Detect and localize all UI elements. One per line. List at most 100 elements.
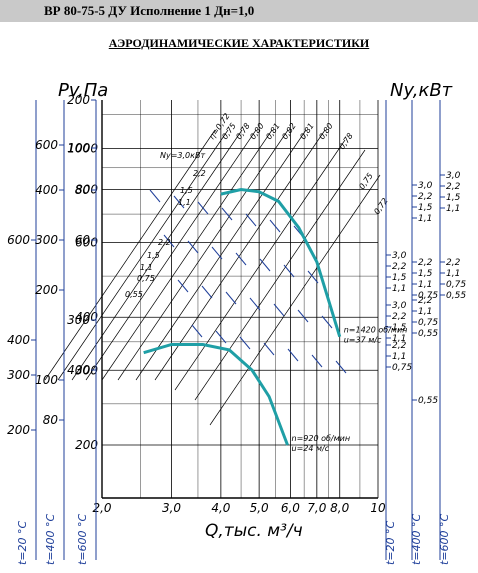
power-label: 1,1 <box>178 198 191 207</box>
right-scale-label: 1,5 <box>446 193 461 203</box>
left-scale-label: 600 <box>7 233 30 247</box>
efficiency-line <box>135 129 307 381</box>
power-tick <box>173 195 185 209</box>
right-scale-title: t=400 °C <box>410 513 423 565</box>
right-scale-label: 0,55 <box>446 291 466 301</box>
power-tick <box>211 246 223 260</box>
power-tick <box>311 354 323 368</box>
left-scale-label: 400 <box>35 183 58 197</box>
efficiency-line <box>71 129 243 381</box>
power-label: 1,5 <box>180 186 193 195</box>
right-scale-label: 1,5 <box>418 269 433 279</box>
curve-velocity-label: u=24 м/с <box>292 444 330 453</box>
right-scale-label: 0,75 <box>392 363 412 373</box>
right-scale-label: 1,5 <box>418 203 433 213</box>
left-scale-label: 100 <box>35 373 58 387</box>
efficiency-line <box>117 129 289 381</box>
left-scale-label: 400 <box>67 363 90 377</box>
power-tick <box>287 348 299 362</box>
right-scale-label: 2,2 <box>392 312 407 322</box>
power-label: 0,75 <box>137 274 155 283</box>
left-scale-label: 200 <box>35 283 58 297</box>
left-scale-label: 300 <box>7 368 30 382</box>
efficiency-line <box>174 139 346 391</box>
right-scale-label: 0,75 <box>418 291 438 301</box>
y-tick-label: 200 <box>75 438 98 452</box>
right-scale-title: t=20 °C <box>384 520 397 565</box>
right-scale-label: 2,2 <box>446 182 461 192</box>
curve-velocity-label: u=37 м/с <box>344 336 382 345</box>
y-tick-label: 400 <box>75 310 98 324</box>
right-scale-label: 3,0 <box>392 251 407 261</box>
left-scale-label: 80 <box>75 183 91 197</box>
right-scale-title: t=600 °C <box>438 513 451 565</box>
left-scale-label: 60 <box>75 233 91 247</box>
power-tick <box>273 303 285 317</box>
left-scale-label: 400 <box>7 333 30 347</box>
right-scale-label: 0,55 <box>418 396 438 406</box>
power-tick <box>335 360 347 374</box>
efficiency-line <box>85 129 257 381</box>
efficiency-label: 0,72 <box>372 196 390 216</box>
right-scale-label: 1,1 <box>418 307 432 317</box>
efficiency-line <box>194 149 366 401</box>
right-scale-label: 1,1 <box>418 280 432 290</box>
efficiency-label: 0,78 <box>234 121 252 141</box>
x-tick-label: 8,0 <box>330 501 349 515</box>
power-tick <box>239 336 251 350</box>
y2-axis-title: Ny,кВт <box>390 80 453 101</box>
left-scale-label: 300 <box>35 233 58 247</box>
left-scale-label: 600 <box>35 138 58 152</box>
power-tick <box>307 270 319 284</box>
power-tick <box>269 219 281 233</box>
efficiency-label: 0,81 <box>298 121 316 141</box>
x-axis-title: Q,тыс. м³/ч <box>205 521 303 541</box>
power-tick <box>163 234 175 248</box>
right-scale-label: 2,2 <box>418 296 433 306</box>
y-axis-title: Pv,Па <box>58 80 108 101</box>
power-tick <box>259 258 271 272</box>
efficiency-line <box>209 174 381 426</box>
power-tick <box>177 279 189 293</box>
power-tick <box>249 297 261 311</box>
efficiency-line <box>44 129 216 381</box>
power-label: 1,5 <box>147 251 160 260</box>
power-tick <box>201 285 213 299</box>
left-scale-label: 80 <box>43 413 59 427</box>
performance-curve <box>220 187 342 338</box>
right-scale-label: 2,2 <box>418 192 433 202</box>
efficiency-label: 0,80 <box>317 121 335 141</box>
power-tick <box>321 315 333 329</box>
left-scale-title: t=600 °C <box>76 513 89 565</box>
right-scale-label: 1,1 <box>446 204 460 214</box>
curve-speed-label: n=1420 об/мин <box>344 326 408 335</box>
efficiency-label: 0,80 <box>248 121 266 141</box>
right-scale-label: 3,0 <box>392 301 407 311</box>
left-scale-label: 100 <box>67 141 90 155</box>
right-scale-label: 1,1 <box>418 214 432 224</box>
x-tick-label: 5,0 <box>250 501 269 515</box>
right-scale-label: 3,0 <box>446 171 461 181</box>
efficiency-line <box>101 129 273 381</box>
power-tick <box>187 240 199 254</box>
power-tick <box>215 330 227 344</box>
header-bar: ВР 80-75-5 ДУ Исполнение 1 Дн=1,0 <box>0 0 478 22</box>
power-label: 2,2 <box>158 238 171 247</box>
left-scale-label: 200 <box>7 423 30 437</box>
right-scale-label: 1,5 <box>392 323 407 333</box>
power-tick <box>197 201 209 215</box>
power-label: 1,1 <box>140 263 153 272</box>
right-scale-label: 1,1 <box>446 269 460 279</box>
power-tick <box>221 207 233 221</box>
power-tick <box>263 342 275 356</box>
x-tick-label: 7,0 <box>307 501 326 515</box>
x-tick-label: 4,0 <box>211 501 230 515</box>
left-scale-title: t=20 °C <box>16 520 29 565</box>
page-title: ВР 80-75-5 ДУ Исполнение 1 Дн=1,0 <box>44 3 255 18</box>
power-tick <box>191 324 203 338</box>
right-scale-label: 0,55 <box>418 329 438 339</box>
efficiency-line <box>57 129 229 381</box>
left-scale-title: t=400 °C <box>44 513 57 565</box>
right-scale-label: 2,2 <box>392 262 407 272</box>
